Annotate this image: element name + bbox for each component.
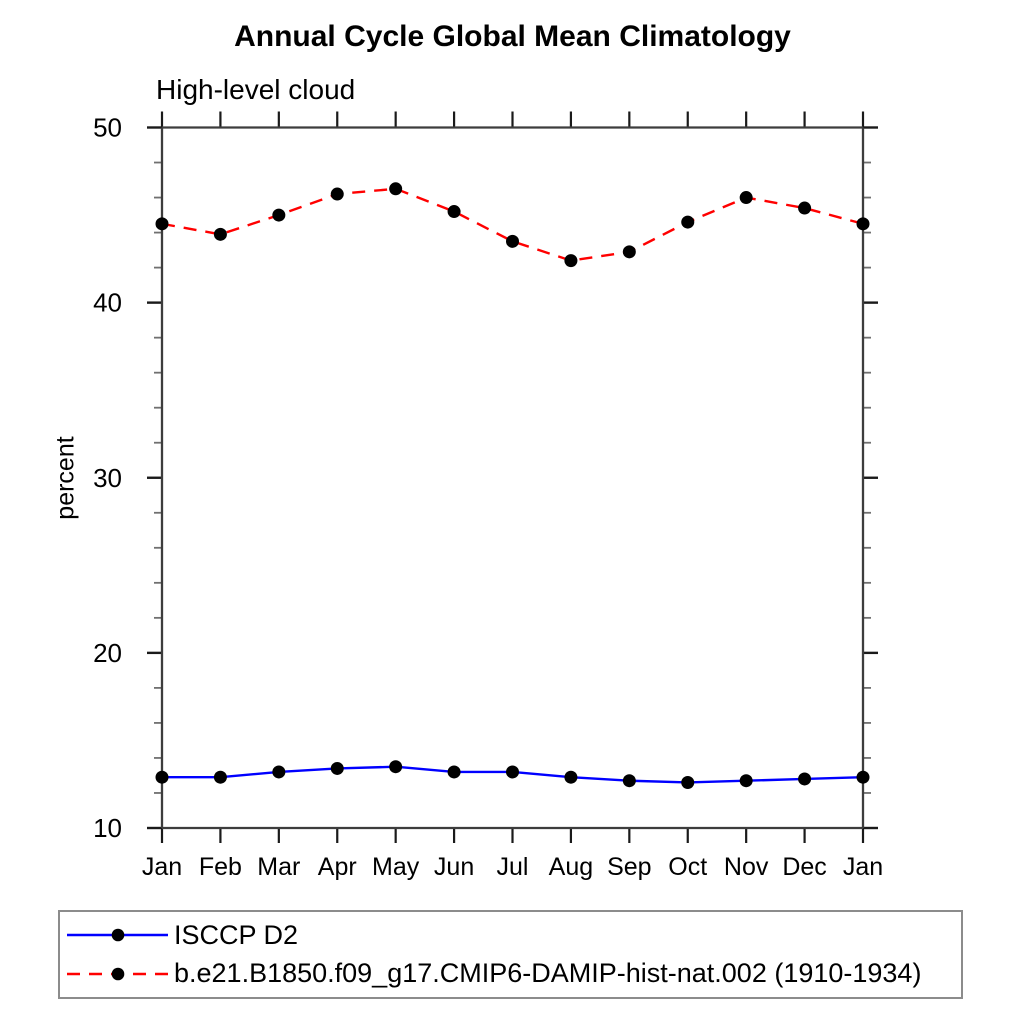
legend-item-isccp: ISCCP D2 [64, 920, 961, 951]
y-tick-label: 30 [93, 463, 122, 493]
data-point-marker [155, 770, 169, 784]
data-point-marker [506, 765, 519, 779]
data-point-marker [856, 217, 870, 231]
data-point-marker [564, 770, 578, 784]
data-point-marker [330, 761, 344, 775]
data-point-marker [389, 760, 403, 774]
plot-border [160, 126, 865, 830]
legend-item-model: b.e21.B1850.f09_g17.CMIP6-DAMIP-hist-nat… [64, 958, 961, 989]
legend-marker-dot [111, 967, 125, 981]
legend-swatch-line-0 [67, 928, 168, 942]
data-point-marker [506, 234, 519, 248]
y-tick-labels: 10 20 30 40 50 [93, 113, 122, 844]
data-point-marker [213, 227, 227, 241]
data-point-marker [798, 201, 812, 215]
x-tick-label: Feb [199, 853, 242, 881]
legend-label: b.e21.B1850.f09_g17.CMIP6-DAMIP-hist-nat… [174, 958, 922, 989]
x-tick-label: Jan [843, 853, 883, 881]
data-point-marker [447, 205, 461, 219]
y-axis-ticks-left [147, 126, 162, 830]
data-point-marker [798, 772, 812, 786]
x-tick-label: Nov [724, 853, 769, 881]
data-point-marker [564, 254, 578, 268]
x-axis-ticks-top [160, 111, 865, 128]
data-point-marker [681, 215, 695, 229]
data-point-marker [213, 770, 227, 784]
data-point-marker [681, 775, 695, 789]
chart-plot-area: 10 20 30 40 50 Jan Feb Mar Apr May Jun Jul Aug Sep Oct… [93, 111, 883, 881]
data-point-marker [272, 208, 286, 222]
legend-marker-dot [111, 928, 125, 942]
series-markers-1 [155, 182, 870, 268]
legend: ISCCP D2 b.e21.B1850.f09_g17.CMIP6-DAMIP… [58, 910, 963, 999]
data-point-marker [856, 770, 870, 784]
x-tick-label: Dec [782, 853, 826, 881]
y-tick-label: 40 [93, 288, 122, 318]
y-tick-label: 50 [93, 113, 122, 143]
legend-label: ISCCP D2 [174, 919, 299, 950]
x-tick-label: Sep [607, 853, 651, 881]
y-tick-label: 10 [93, 813, 122, 843]
x-tick-label: Jan [142, 853, 182, 881]
series-line-1 [161, 187, 864, 262]
data-point-marker [389, 182, 403, 196]
x-tick-label: Oct [668, 853, 707, 881]
data-point-marker [622, 245, 636, 259]
chart-title: Annual Cycle Global Mean Climatology [234, 20, 791, 53]
data-point-marker [739, 191, 753, 205]
series-markers-0 [155, 760, 870, 789]
x-tick-label: May [372, 853, 420, 881]
x-tick-labels: Jan Feb Mar Apr May Jun Jul Aug Sep Oct Nov Dec Jan [142, 853, 883, 881]
data-point-marker [272, 765, 286, 779]
data-point-marker [447, 765, 461, 779]
data-point-marker [330, 187, 344, 201]
chart-subtitle: High-level cloud [156, 74, 356, 105]
data-point-marker [155, 217, 169, 231]
x-tick-label: Jul [497, 853, 529, 881]
y-tick-label: 20 [93, 638, 122, 668]
legend-swatch-line-1 [67, 967, 168, 981]
data-point-marker [622, 774, 636, 788]
x-axis-ticks-bottom [160, 828, 865, 843]
x-tick-label: Aug [549, 853, 593, 881]
y-axis-ticks-right [863, 126, 878, 830]
x-tick-label: Mar [257, 853, 300, 881]
x-tick-label: Apr [318, 853, 357, 881]
data-point-marker [739, 774, 753, 788]
x-tick-label: Jun [434, 853, 474, 881]
